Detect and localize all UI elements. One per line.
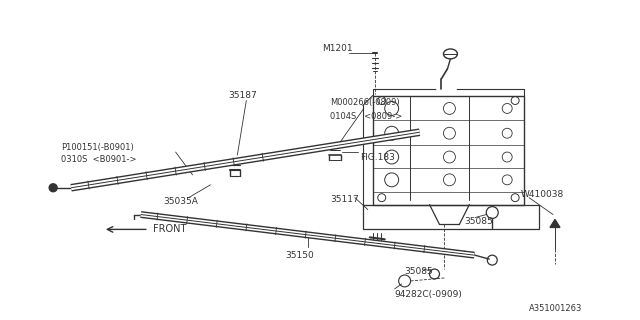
Text: 35035A: 35035A bbox=[164, 197, 198, 206]
Text: W410038: W410038 bbox=[521, 190, 564, 199]
Text: 94282C(-0909): 94282C(-0909) bbox=[395, 290, 463, 299]
Text: P100151(-B0901): P100151(-B0901) bbox=[61, 143, 134, 152]
Text: M1201: M1201 bbox=[322, 44, 353, 53]
Text: 35187: 35187 bbox=[228, 91, 257, 100]
Text: FRONT: FRONT bbox=[153, 224, 186, 234]
Text: M000266(-0809): M000266(-0809) bbox=[330, 98, 399, 107]
Text: FIG.183: FIG.183 bbox=[360, 153, 395, 162]
Text: 0104S   <0809->: 0104S <0809-> bbox=[330, 112, 402, 121]
Text: 35085: 35085 bbox=[404, 267, 433, 276]
Polygon shape bbox=[550, 220, 560, 228]
Text: 35117: 35117 bbox=[330, 195, 358, 204]
Circle shape bbox=[49, 184, 57, 192]
Text: 35085: 35085 bbox=[465, 217, 493, 226]
Text: 0310S  <B0901->: 0310S <B0901-> bbox=[61, 156, 136, 164]
Text: A351001263: A351001263 bbox=[529, 304, 582, 313]
Text: 35150: 35150 bbox=[285, 251, 314, 260]
